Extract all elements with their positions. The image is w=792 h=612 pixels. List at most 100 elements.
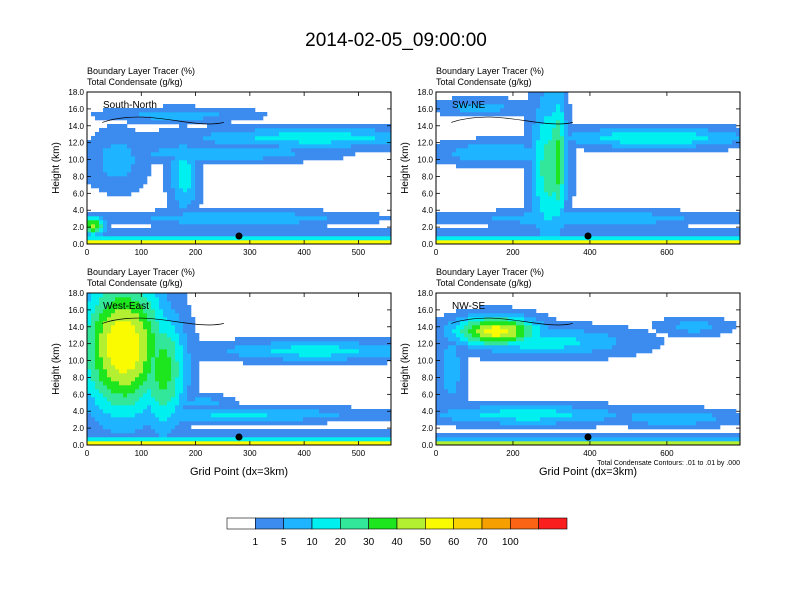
contour-footnote: Total Condensate Contours: .01 to .01 by… [597, 460, 740, 467]
colorbar-segment [538, 517, 568, 530]
x-tick-label: 0 [85, 248, 90, 257]
colorbar-label: 30 [363, 537, 375, 548]
field-cells [436, 92, 741, 245]
y-axis-label: Height (km) [51, 343, 62, 395]
cross-section-label: SW-NE [452, 100, 485, 111]
y-tick-label: 6.0 [422, 390, 434, 399]
condensate-contour [102, 317, 224, 326]
x-tick-label: 100 [135, 449, 149, 458]
y-tick-label: 16.0 [68, 306, 84, 315]
y-tick-label: 4.0 [73, 206, 85, 215]
colorbar-segment [425, 517, 454, 530]
colorbar-label: 100 [502, 537, 519, 548]
plot-frame [86, 91, 392, 245]
panel-title-line: Total Condensate (g/kg) [87, 77, 183, 87]
y-tick-label: 12.0 [417, 139, 433, 148]
x-tick-label: 0 [85, 449, 90, 458]
colorbar-segment [481, 517, 511, 530]
panel-title-line: Total Condensate (g/kg) [436, 278, 532, 288]
colorbar-label: 60 [448, 537, 460, 548]
x-tick-label: 100 [135, 248, 149, 257]
y-tick-label: 16.0 [417, 306, 433, 315]
colorbar-segment [311, 517, 341, 530]
colorbar-segment [255, 517, 284, 530]
y-tick-label: 8.0 [73, 172, 85, 181]
x-tick-label: 200 [506, 449, 520, 458]
condensate-contour [102, 116, 224, 125]
panel-title-line: Boundary Layer Tracer (%) [87, 66, 195, 76]
y-tick-label: 14.0 [417, 122, 433, 131]
panel-south-north: Boundary Layer Tracer (%)Total Condensat… [51, 66, 392, 257]
y-tick-label: 6.0 [73, 390, 85, 399]
y-axis-label: Height (km) [400, 142, 411, 194]
colorbar: 1 5 10 20 30 40 50 60 70 100 [226, 517, 568, 548]
y-tick-label: 2.0 [73, 223, 85, 232]
field-cells [87, 104, 392, 245]
y-tick-label: 6.0 [73, 189, 85, 198]
plot-frame [435, 292, 741, 446]
colorbar-segment [340, 517, 369, 530]
y-axis-label: Height (km) [400, 343, 411, 395]
y-tick-label: 8.0 [422, 172, 434, 181]
y-tick-label: 8.0 [422, 373, 434, 382]
colorbar-label: 10 [306, 537, 318, 548]
colorbar-segment [283, 517, 313, 530]
y-tick-label: 18.0 [68, 88, 84, 97]
colorbar-label: 50 [420, 537, 432, 548]
figure-title: 2014-02-05_09:00:00 [305, 30, 487, 51]
y-tick-label: 6.0 [422, 189, 434, 198]
y-tick-label: 16.0 [68, 105, 84, 114]
location-marker [235, 433, 243, 441]
colorbar-segment [226, 517, 256, 530]
cross-section-label: West-East [103, 301, 149, 312]
colorbar-label: 20 [335, 537, 347, 548]
panel-title-line: Boundary Layer Tracer (%) [87, 267, 195, 277]
y-tick-label: 4.0 [422, 206, 434, 215]
panel-sw-ne: Boundary Layer Tracer (%)Total Condensat… [400, 66, 741, 257]
panel-title-line: Total Condensate (g/kg) [436, 77, 532, 87]
y-tick-label: 14.0 [68, 323, 84, 332]
colorbar-segment [510, 517, 539, 530]
y-tick-label: 0.0 [422, 240, 434, 249]
y-tick-label: 0.0 [422, 441, 434, 450]
y-tick-label: 4.0 [73, 407, 85, 416]
x-tick-label: 400 [583, 449, 597, 458]
y-tick-label: 0.0 [73, 441, 85, 450]
location-marker [235, 232, 243, 240]
y-tick-label: 18.0 [68, 289, 84, 298]
y-tick-label: 10.0 [417, 357, 433, 366]
y-tick-label: 0.0 [73, 240, 85, 249]
panel-title-line: Boundary Layer Tracer (%) [436, 267, 544, 277]
y-tick-label: 2.0 [422, 223, 434, 232]
field-cells [436, 305, 741, 446]
x-tick-label: 0 [434, 248, 439, 257]
colorbar-label: 70 [476, 537, 488, 548]
y-tick-label: 14.0 [417, 323, 433, 332]
y-tick-label: 16.0 [417, 105, 433, 114]
x-tick-label: 200 [189, 248, 203, 257]
condensate-contour [451, 116, 573, 125]
x-tick-label: 0 [434, 449, 439, 458]
y-tick-label: 10.0 [417, 156, 433, 165]
y-tick-label: 14.0 [68, 122, 84, 131]
panel-title-line: Boundary Layer Tracer (%) [436, 66, 544, 76]
x-tick-label: 500 [352, 248, 366, 257]
y-tick-label: 8.0 [73, 373, 85, 382]
x-tick-label: 200 [506, 248, 520, 257]
y-tick-label: 10.0 [68, 357, 84, 366]
panel-west-east: Boundary Layer Tracer (%)Total Condensat… [51, 267, 392, 478]
plot-frame [86, 292, 392, 446]
y-tick-label: 2.0 [73, 424, 85, 433]
location-marker [584, 433, 592, 441]
y-tick-label: 4.0 [422, 407, 434, 416]
y-tick-label: 12.0 [68, 139, 84, 148]
x-tick-label: 500 [352, 449, 366, 458]
field-cells [87, 293, 392, 446]
x-tick-label: 400 [297, 248, 311, 257]
panel-title-line: Total Condensate (g/kg) [87, 278, 183, 288]
y-axis-label: Height (km) [51, 142, 62, 194]
location-marker [584, 232, 592, 240]
x-tick-label: 200 [189, 449, 203, 458]
colorbar-label: 40 [391, 537, 403, 548]
